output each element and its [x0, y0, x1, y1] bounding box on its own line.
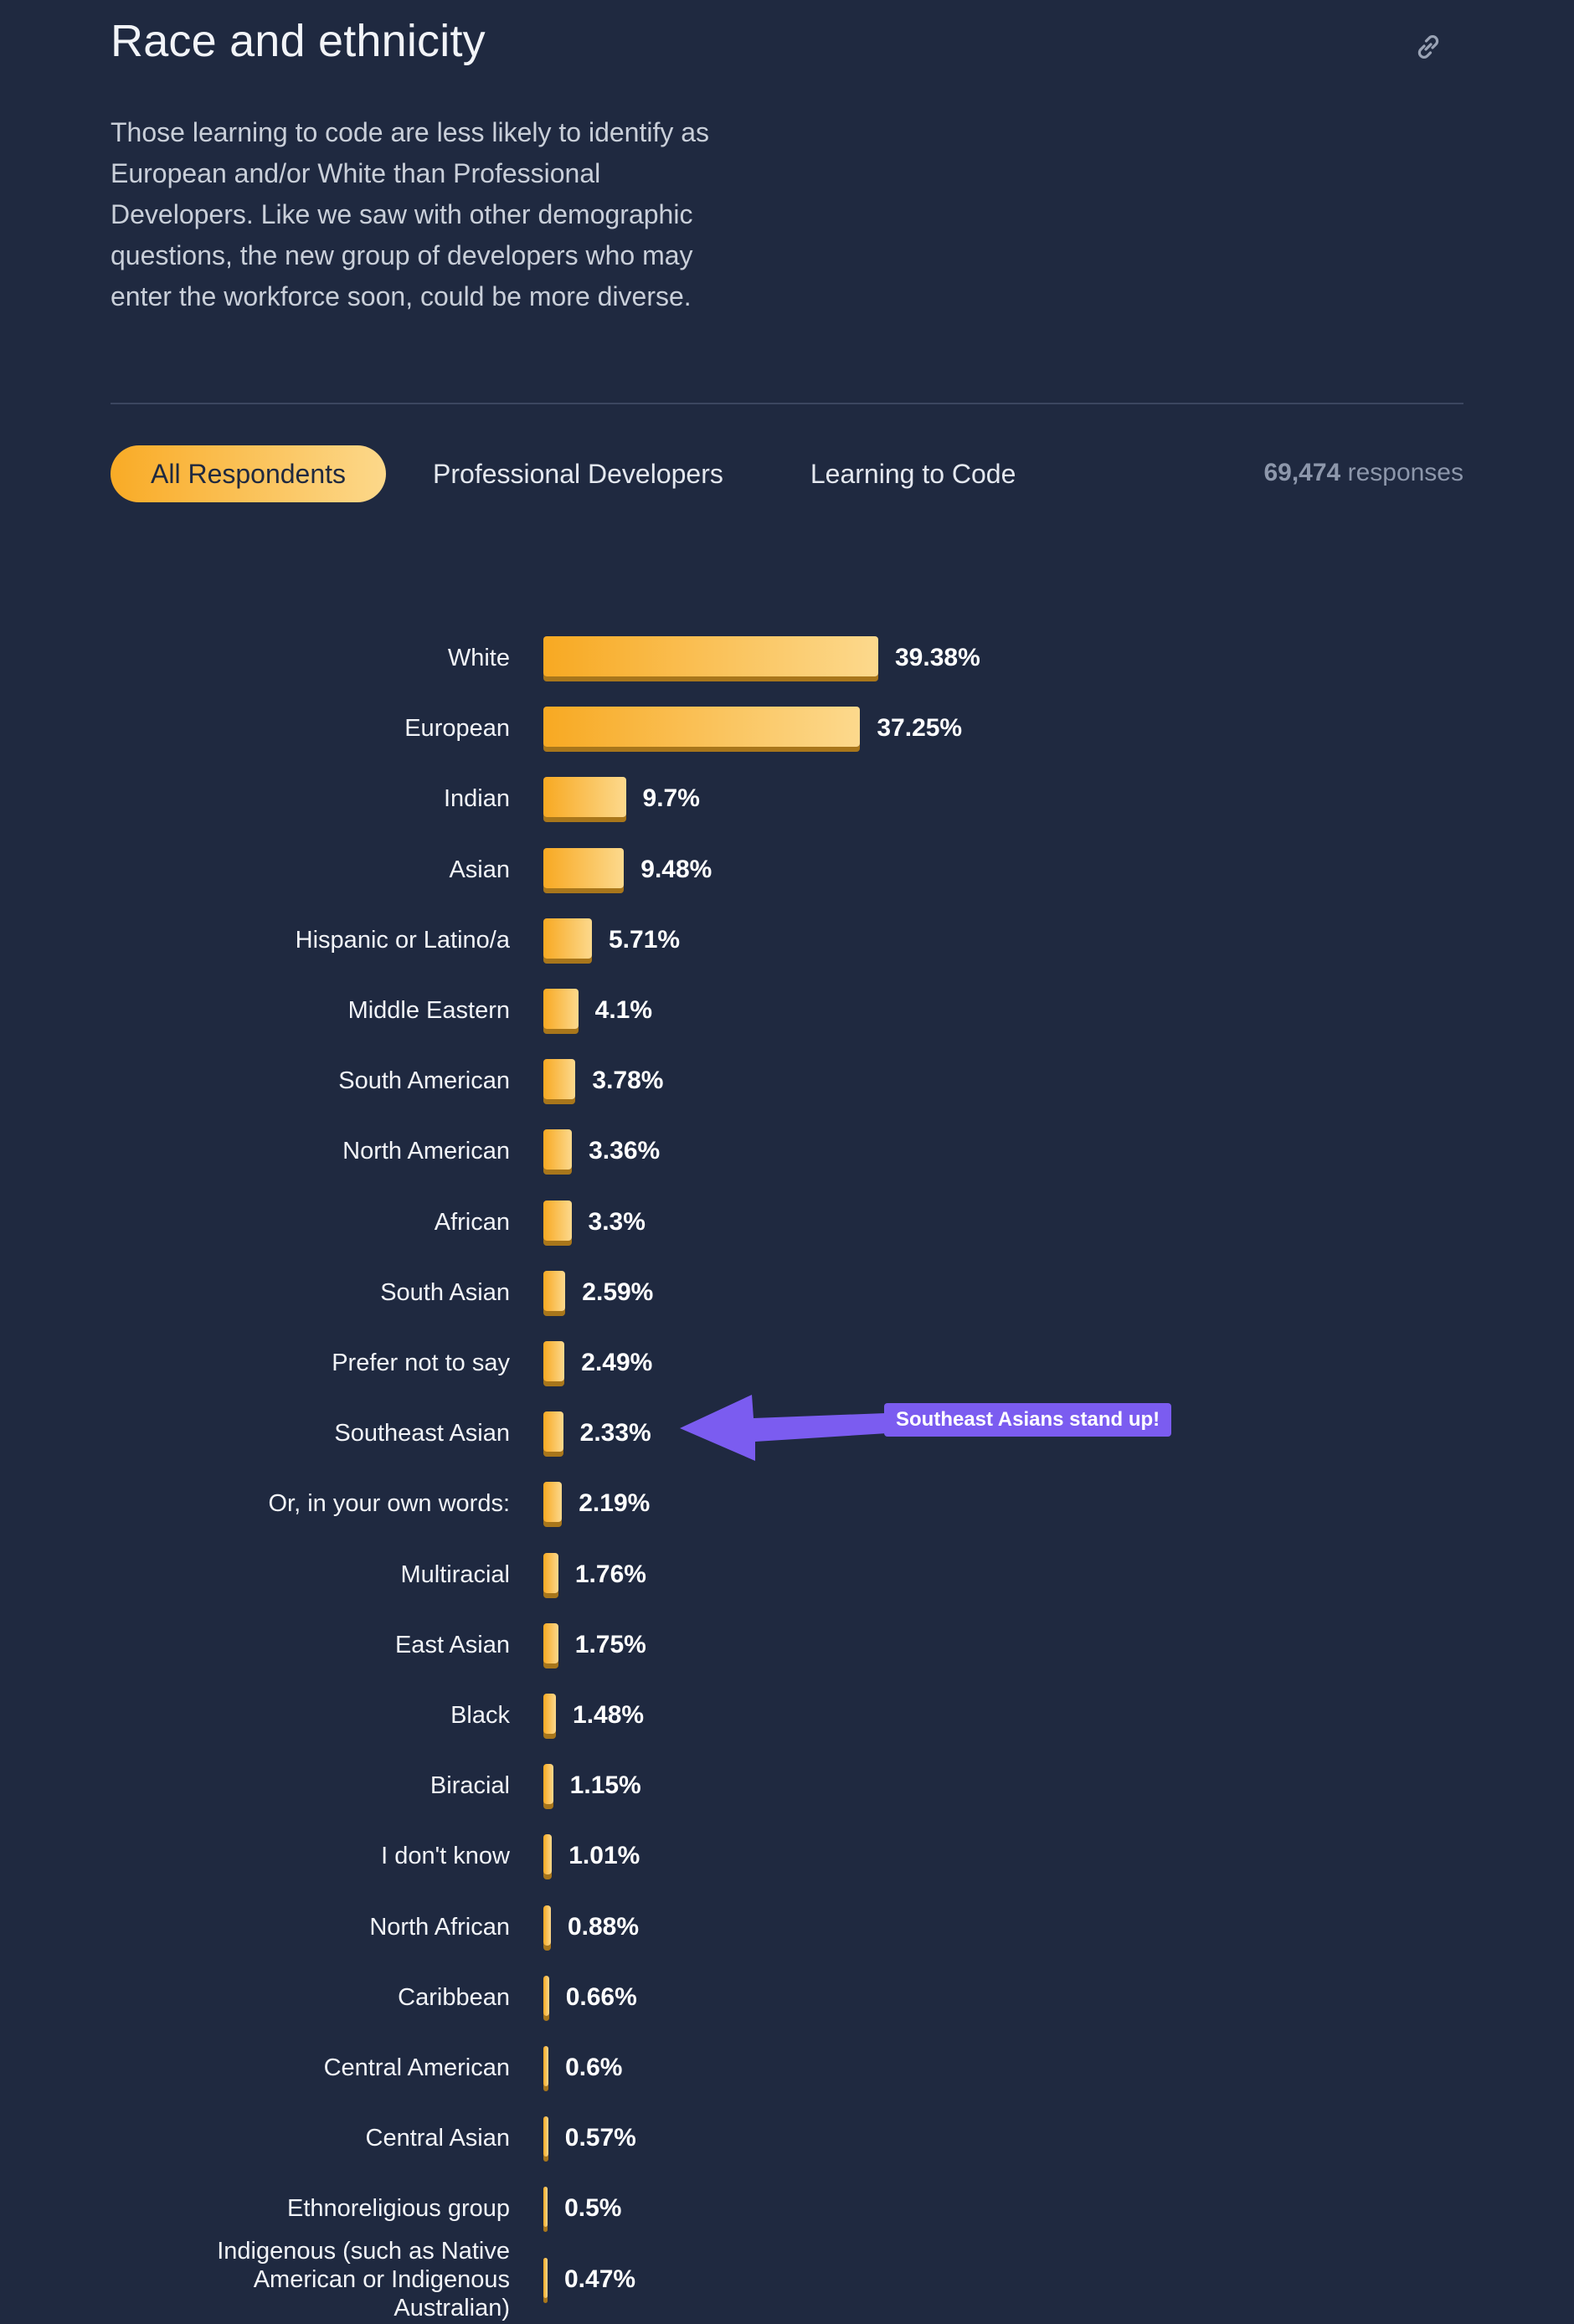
tab-learning-to-code[interactable]: Learning to Code — [810, 459, 1016, 489]
annotation-label: Southeast Asians stand up! — [884, 1403, 1172, 1437]
respondent-tabs: All Respondents Professional Developers … — [111, 445, 1016, 502]
response-count-label: responses — [1347, 459, 1463, 486]
response-count: 69,474 responses — [1263, 459, 1463, 487]
link-icon[interactable] — [1413, 32, 1443, 62]
section-title: Race and ethnicity — [111, 16, 486, 66]
response-count-value: 69,474 — [1263, 459, 1341, 486]
tab-all-respondents[interactable]: All Respondents — [111, 445, 387, 502]
divider — [111, 403, 1463, 404]
section-description: Those learning to code are less likely t… — [111, 117, 710, 311]
tab-professional-developers[interactable]: Professional Developers — [433, 459, 723, 489]
